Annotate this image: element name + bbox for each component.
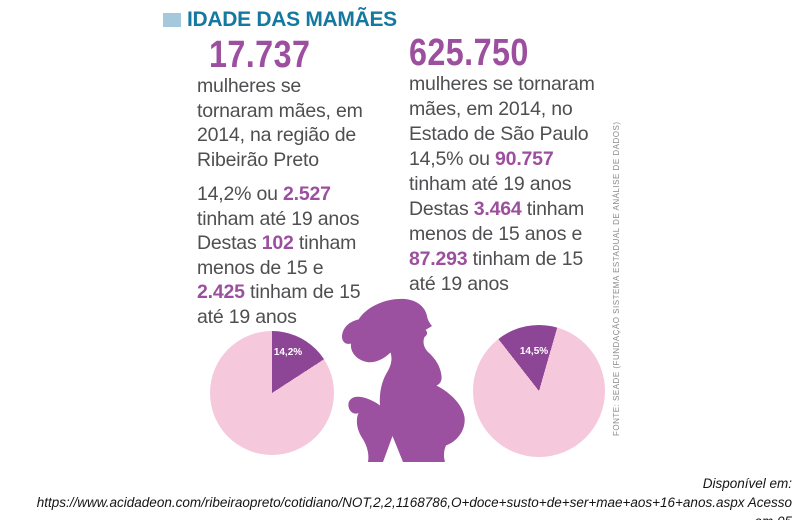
infographic-title: IDADE DAS MAMÃES	[187, 8, 397, 31]
source-credit-vertical: FONTE: SEADE (FUNDAÇÃO SISTEMA ESTADUAL …	[612, 121, 621, 437]
stat-text-ribeirao-details: 14,2% ou 2.527 tinham até 19 anos Destas 1…	[197, 183, 361, 328]
stat-number-sao-paulo: 625.750	[409, 32, 529, 74]
title-bullet-square-icon	[163, 13, 181, 27]
pie-chart-sao-paulo: 14,5%	[473, 325, 605, 457]
citation-caption: Disponível em: https://www.acidadeon.com…	[28, 474, 792, 520]
pie-slice-label-sao-paulo: 14,5%	[519, 346, 549, 357]
citation-line1: Disponível em: https://www.acidadeon.com…	[36, 476, 792, 520]
pregnant-woman-silhouette-icon	[341, 298, 465, 462]
pie-chart-ribeirao-preto: 14,2%	[210, 331, 334, 455]
stat-text-sao-paulo: mulheres se tornaram mães, em 2014, no Est…	[409, 73, 595, 295]
stat-number-ribeirao-preto: 17.737	[209, 34, 311, 76]
infographic-header: IDADE DAS MAMÃES	[163, 8, 397, 32]
stat-text-ribeirao-intro: mulheres se tornaram mães, em 2014, na reg…	[197, 75, 363, 171]
pie-slice-label-ribeirao: 14,2%	[273, 347, 303, 358]
